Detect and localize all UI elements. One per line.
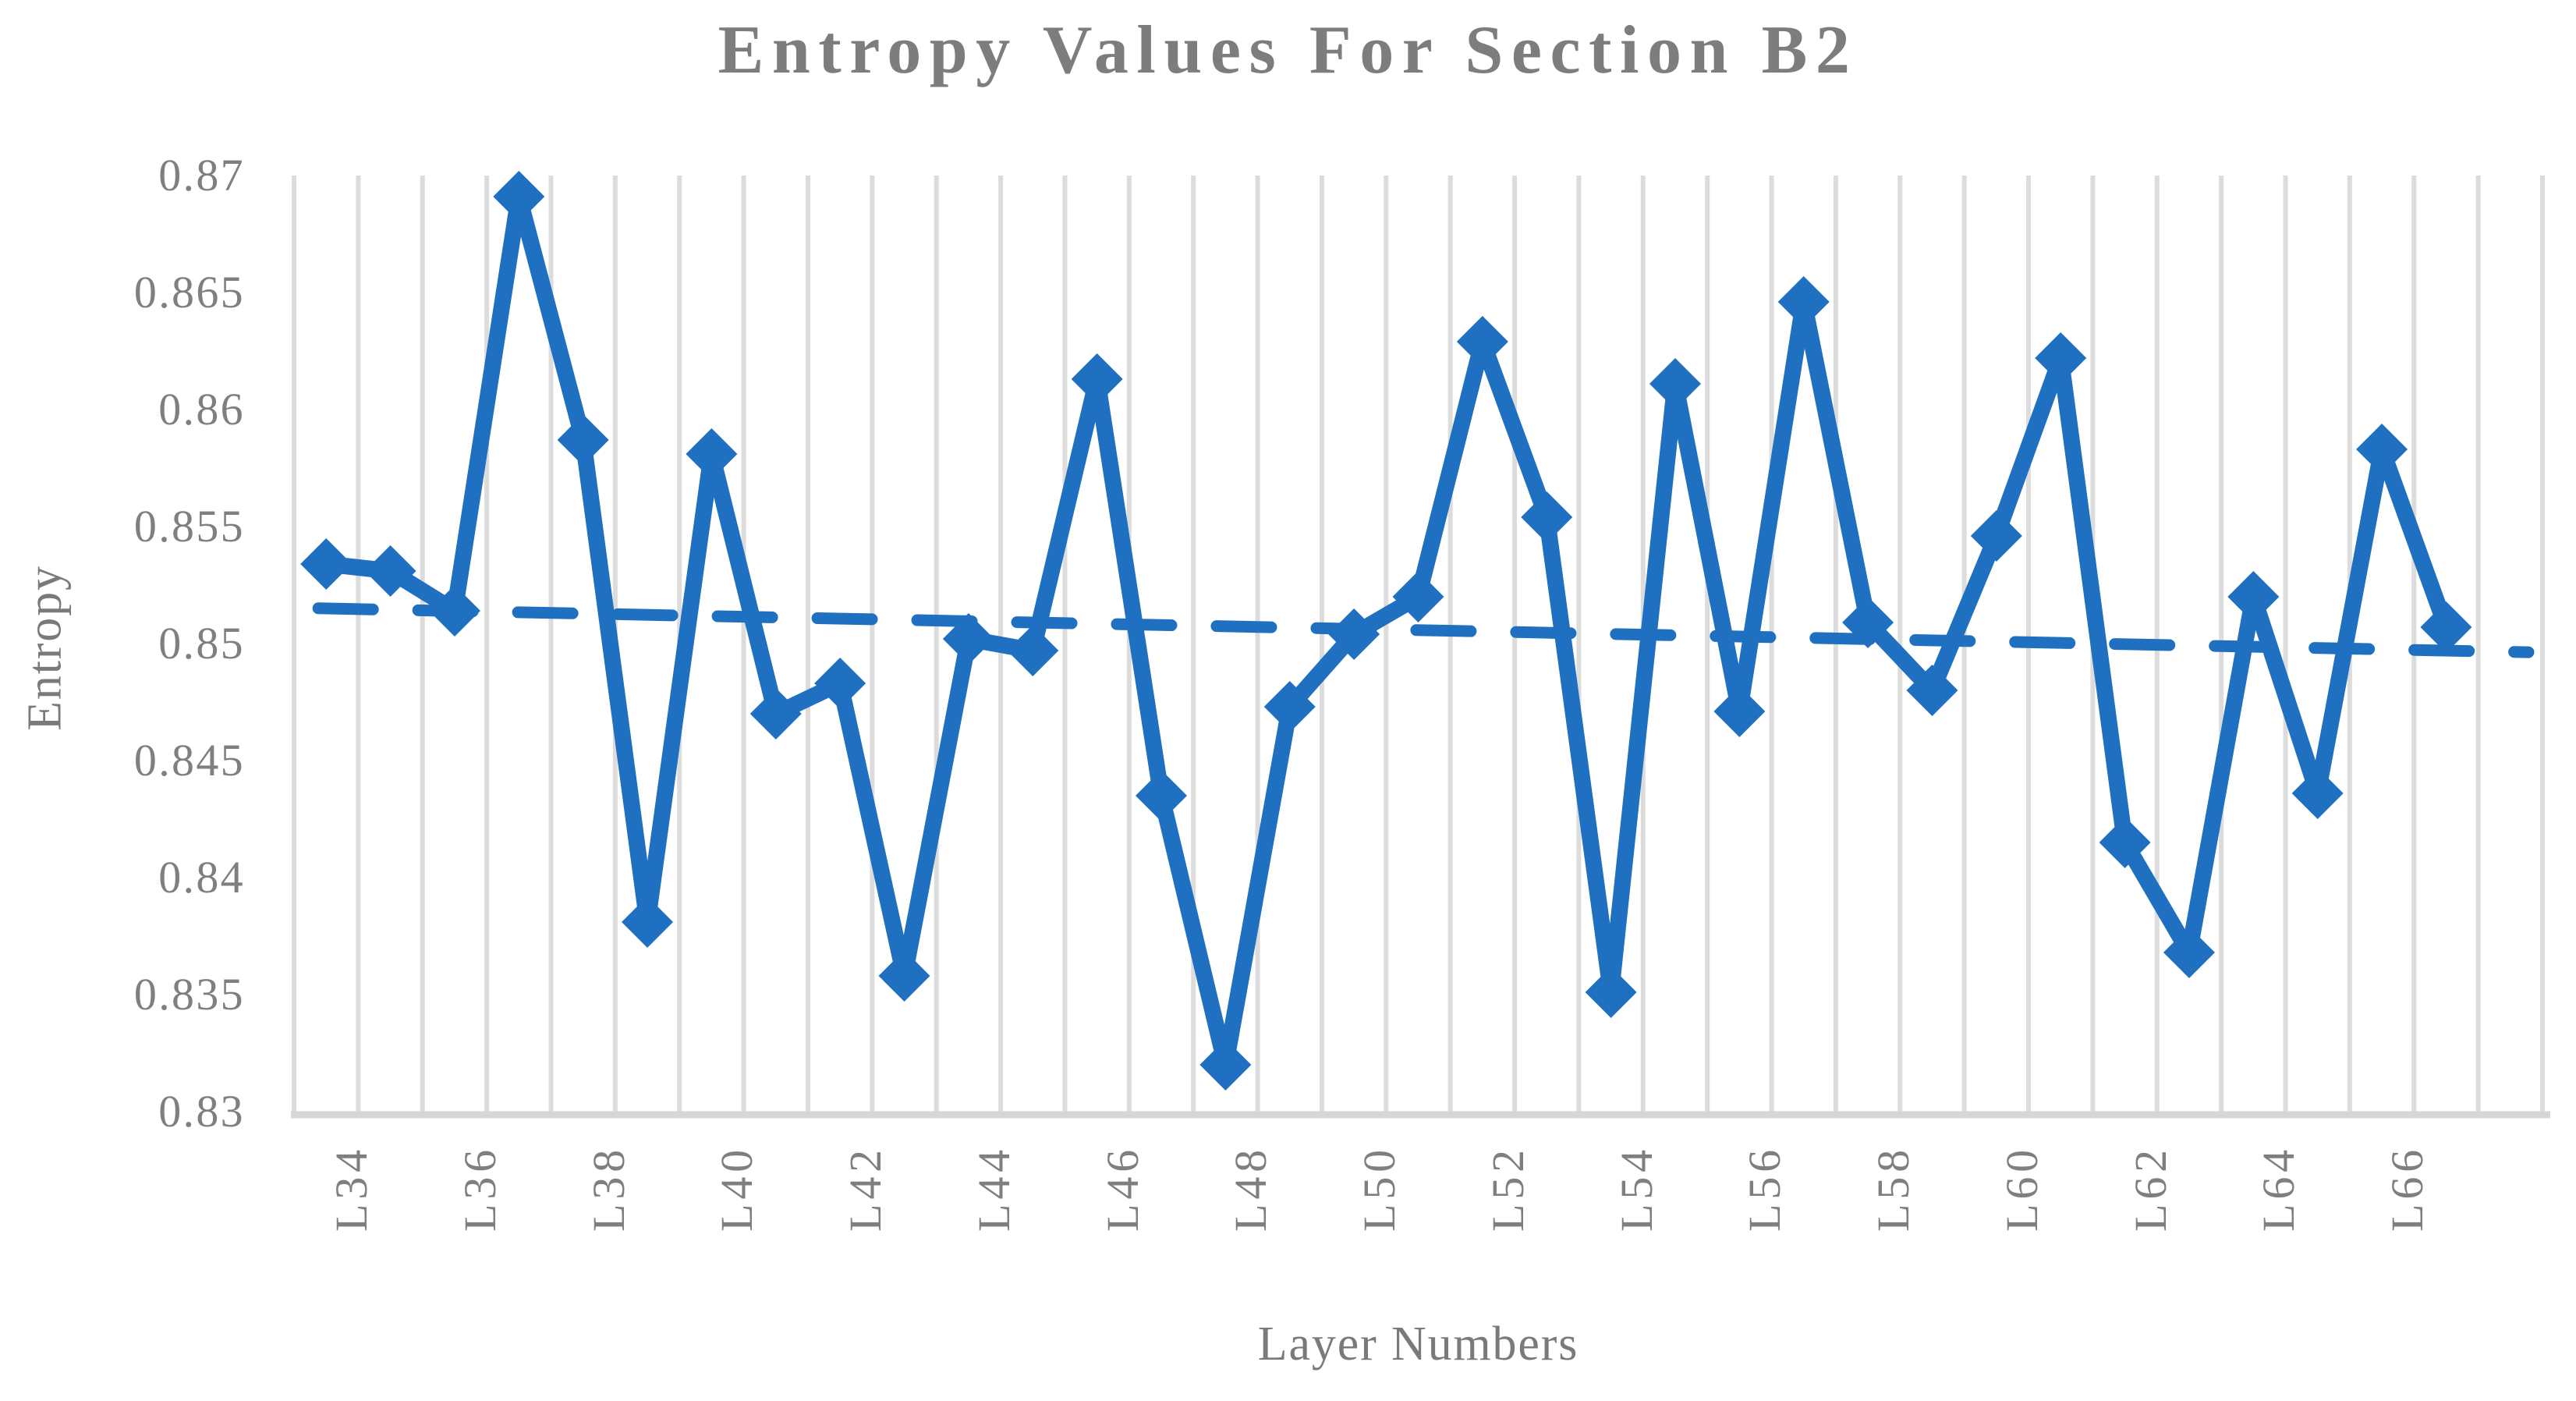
data-point-marker [1007,625,1059,676]
data-point-marker [557,414,609,466]
y-tick-label: 0.85 [158,618,245,669]
x-tick-label: L52 [1482,1145,1533,1232]
series-line [317,188,2454,1073]
x-tick-label: L34 [326,1145,377,1232]
data-point-marker [1456,316,1508,367]
data-point-marker [1585,967,1637,1018]
data-point-marker [493,171,545,222]
data-point-marker [2356,424,2408,475]
y-tick-label: 0.83 [158,1086,245,1137]
data-point-marker [300,538,353,590]
data-point-marker [1199,1039,1252,1091]
data-point-marker [686,428,738,480]
data-point-marker [364,545,416,597]
data-point-marker [2227,571,2280,622]
data-point-marker [1842,597,1894,648]
x-tick-label: L44 [968,1145,1019,1232]
data-point-marker [1328,608,1380,660]
data-point-marker [2291,768,2344,819]
x-tick-label: L42 [840,1145,891,1232]
x-tick-label: L66 [2382,1145,2433,1232]
x-tick-label: L36 [454,1145,505,1232]
data-point-marker [1970,510,2022,562]
data-point-marker [622,896,674,948]
data-point-marker [428,585,480,637]
data-point-marker [942,613,994,665]
x-axis-title: Layer Numbers [1257,1318,1579,1371]
x-tick-label: L54 [1610,1145,1662,1232]
y-tick-label: 0.84 [158,852,245,903]
x-tick-label: L50 [1354,1145,1405,1232]
x-tick-label: L64 [2253,1145,2305,1232]
data-point-marker [1071,353,1123,405]
x-tick-label: L38 [583,1145,634,1232]
y-tick-label: 0.86 [158,384,245,434]
x-tick-label: L58 [1868,1145,1919,1232]
data-point-marker [1777,276,1830,328]
data-point-marker [878,950,930,1002]
trendline-dashed [312,602,2535,658]
data-point-marker [1263,681,1316,732]
y-tick-label: 0.865 [133,267,245,317]
data-point-marker [1713,686,1766,737]
data-point-marker [2099,817,2151,868]
y-tick-label: 0.835 [133,969,245,1020]
y-tick-label: 0.87 [158,150,245,200]
y-tick-label: 0.845 [133,735,245,786]
data-point-marker [2035,332,2087,384]
data-point-marker [1392,571,1444,622]
data-point-marker [749,688,802,740]
data-point-marker [1521,491,1573,543]
x-tick-label: L46 [1097,1145,1148,1232]
data-point-marker [2420,601,2472,653]
x-tick-label: L62 [2124,1145,2176,1232]
data-point-marker [2163,927,2215,978]
data-point-marker [1136,770,1188,821]
chart-title: Entropy Values For Section B2 [718,12,1858,88]
x-tick-label: L48 [1225,1145,1277,1232]
y-tick-label: 0.855 [133,501,245,552]
data-point-marker [1906,665,1958,716]
x-tick-label: L40 [711,1145,763,1232]
data-point-marker [1649,358,1701,410]
x-tick-label: L60 [1996,1145,2047,1232]
data-point-marker [814,658,866,709]
x-tick-label: L56 [1739,1145,1791,1232]
